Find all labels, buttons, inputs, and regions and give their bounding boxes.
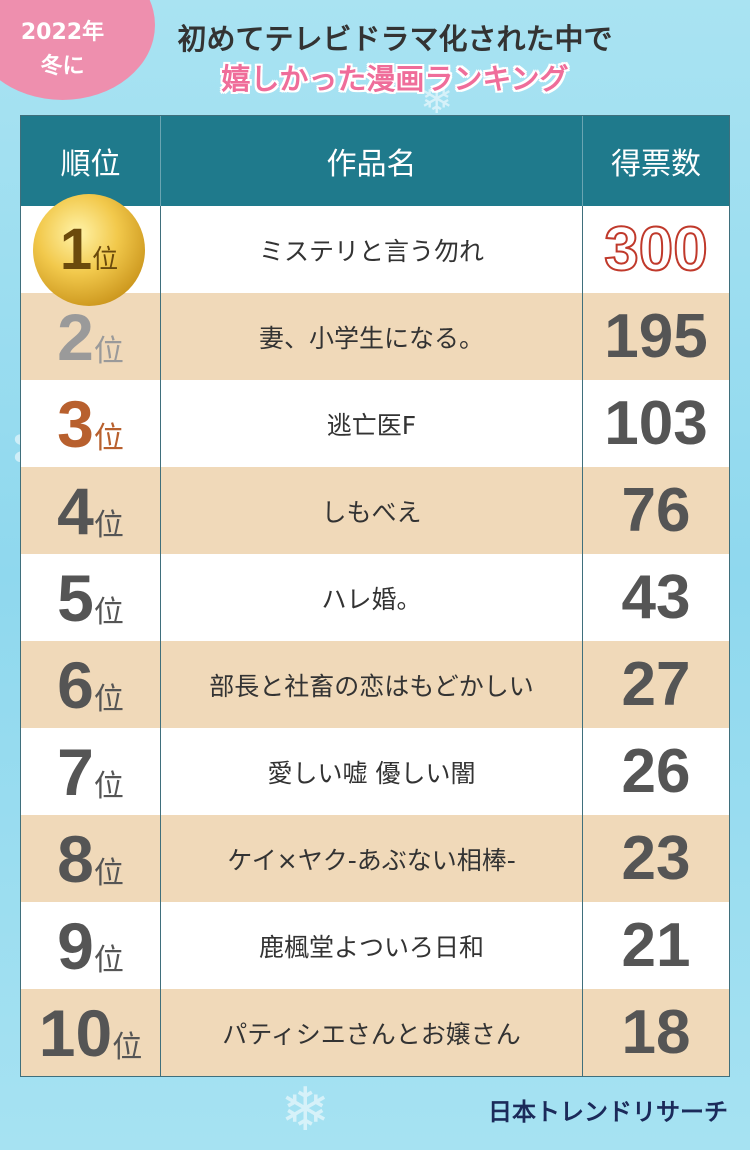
vote-count: 76 (621, 476, 691, 545)
table-row: 6 位部長と社畜の恋はもどかしい 27 (21, 641, 729, 728)
rank-number: 8 (57, 821, 94, 896)
work-title: 部長と社畜の恋はもどかしい (161, 641, 583, 728)
vote-count: 18 (621, 998, 691, 1067)
vote-count: 103 (604, 389, 708, 458)
badge-year: 2022年 (20, 20, 105, 45)
rank-number: 10 (38, 995, 113, 1070)
rank-number: 7 (57, 734, 94, 809)
vote-count: 23 (621, 824, 691, 893)
rank-number: 9 (57, 908, 94, 983)
season-badge: 2022年 冬に (0, 0, 155, 100)
vote-count: 26 (621, 737, 691, 806)
vote-count: 21 (621, 911, 691, 980)
rank-suffix: 位 (93, 508, 124, 543)
table-row: 9 位鹿楓堂よついろ日和 21 (21, 902, 729, 989)
work-title: 逃亡医F (161, 380, 583, 467)
rank-number: 2 (57, 299, 94, 374)
work-title: 鹿楓堂よついろ日和 (161, 902, 583, 989)
rank-suffix: 位 (93, 595, 124, 630)
table-row: 5 位ハレ婚。 43 (21, 554, 729, 641)
work-title: ケイ×ヤク-あぶない相棒- (161, 815, 583, 902)
rank-cell: 10 位 (21, 989, 161, 1076)
logo: 日本トレンドリサーチ (488, 1098, 728, 1126)
work-title: パティシエさんとお嬢さん (161, 989, 583, 1076)
rank-suffix: 位 (93, 334, 124, 369)
rank-suffix: 位 (112, 1030, 143, 1065)
rank-suffix: 位 (93, 682, 124, 717)
rank-number: 5 (57, 560, 94, 635)
table-row: 8 位ケイ×ヤク-あぶない相棒- 23 (21, 815, 729, 902)
work-title: ミステリと言う勿れ (161, 206, 583, 293)
header-cell: 順位 (21, 116, 161, 206)
snowflake: ❄ (420, 77, 454, 123)
rank-suffix: 位 (93, 421, 124, 456)
header-cell: 得票数 (611, 147, 701, 182)
snowflake: ❄ (280, 1075, 331, 1145)
rank-suffix: 位 (93, 769, 124, 804)
rank-number: 3 (57, 386, 94, 461)
ranking-table: 順位 作品名 得票数 1 位ミステリと言う勿れ 300 2 位妻、小学生になる。 195 3… (20, 115, 730, 1077)
work-title: 愛しい嘘 優しい闇 (161, 728, 583, 815)
rank-number: 6 (57, 647, 94, 722)
rank-suffix: 位 (93, 943, 124, 978)
work-title: 妻、小学生になる。 (161, 293, 583, 380)
vote-count: 43 (621, 563, 691, 632)
work-title: ハレ婚。 (161, 554, 583, 641)
table-row: 4 位しもべえ 76 (21, 467, 729, 554)
table-row: 1 位ミステリと言う勿れ 300 (21, 194, 729, 306)
rank-number: 1 (59, 217, 93, 282)
table-row: 10 位パティシエさんとお嬢さん 18 (21, 989, 729, 1076)
rank-suffix: 位 (92, 244, 119, 275)
vote-count: 27 (621, 650, 691, 719)
badge-season: 冬に (40, 54, 85, 79)
vote-count: 300 (603, 214, 708, 285)
title-line-1: 初めてテレビドラマ化された中で (177, 22, 613, 56)
table-row: 7 位愛しい嘘 優しい闇 26 (21, 728, 729, 815)
table-row: 3 位逃亡医F 103 (21, 380, 729, 467)
table-header: 順位 作品名 得票数 (21, 116, 729, 206)
vote-count: 195 (604, 302, 708, 371)
rank-number: 4 (57, 473, 94, 548)
header-cell: 作品名 (161, 116, 583, 206)
title-line-2: 嬉しかった漫画ランキング (221, 62, 569, 96)
rank-suffix: 位 (93, 856, 124, 891)
work-title: しもべえ (161, 467, 583, 554)
table-row: 2 位妻、小学生になる。 195 (21, 293, 729, 380)
